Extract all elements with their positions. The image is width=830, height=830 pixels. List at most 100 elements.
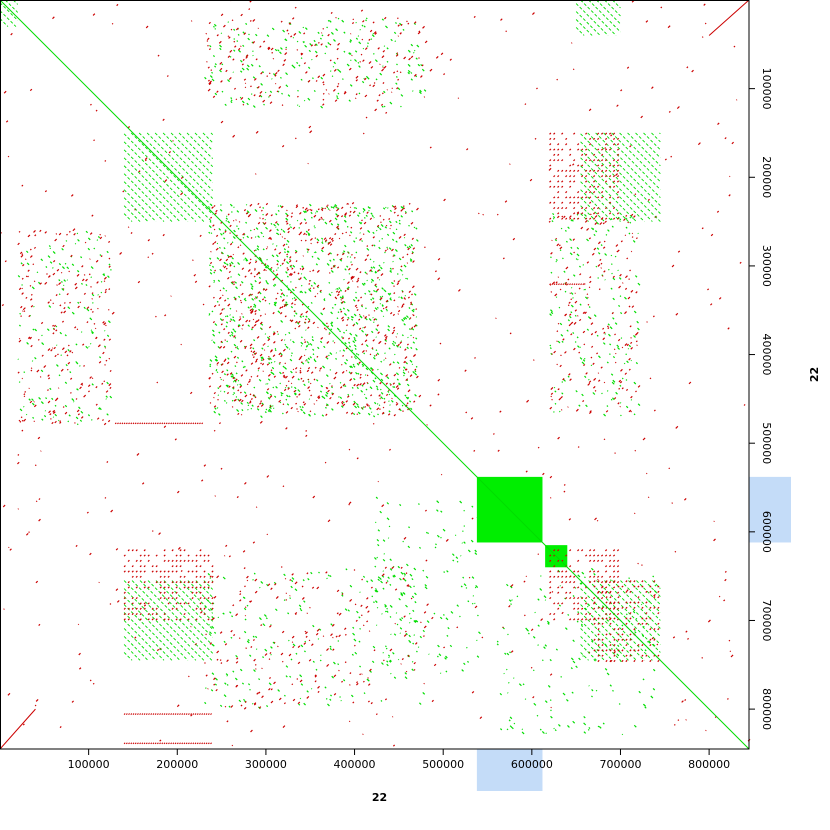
reverse-dot <box>362 382 366 386</box>
reverse-dot <box>298 278 301 281</box>
reverse-dot <box>633 215 636 218</box>
forward-dot <box>403 323 406 326</box>
reverse-dot <box>280 354 283 358</box>
forward-dot <box>393 31 397 35</box>
forward-dot <box>550 311 554 315</box>
reverse-dot <box>303 402 307 406</box>
forward-match-line <box>162 132 214 183</box>
reverse-dot <box>367 683 371 686</box>
x-tick-label: 700000 <box>599 758 641 771</box>
reverse-dot <box>96 417 100 420</box>
reverse-dot <box>210 250 212 253</box>
reverse-match-mark <box>629 612 632 615</box>
reverse-dot <box>223 265 227 269</box>
reverse-dot <box>596 352 599 355</box>
forward-dot <box>207 587 210 590</box>
reverse-match-mark <box>585 180 588 183</box>
reverse-dot <box>304 207 308 211</box>
reverse-dot <box>108 240 111 243</box>
reverse-dot <box>250 272 253 275</box>
forward-dot <box>386 660 389 663</box>
forward-dot <box>470 539 474 543</box>
reverse-match-mark <box>585 169 588 172</box>
reverse-dot <box>220 467 223 470</box>
reverse-dot <box>77 623 80 626</box>
forward-dot <box>353 323 356 326</box>
reverse-match-mark <box>155 554 158 557</box>
reverse-dot <box>349 598 353 602</box>
forward-dot <box>604 643 608 647</box>
forward-dot <box>372 645 376 649</box>
forward-dot <box>360 222 363 224</box>
reverse-dot <box>75 544 78 547</box>
forward-dot <box>366 247 370 251</box>
reverse-dot <box>240 13 243 17</box>
reverse-stripe-mark <box>179 713 181 715</box>
forward-dot <box>618 304 621 307</box>
reverse-match-mark <box>608 212 612 215</box>
reverse-match-mark <box>183 549 186 552</box>
reverse-dot <box>213 391 216 395</box>
forward-dot <box>403 366 406 369</box>
forward-dot <box>397 565 401 569</box>
reverse-match-mark <box>604 586 608 589</box>
reverse-dot <box>622 282 624 284</box>
forward-dot <box>225 402 228 404</box>
forward-dot <box>358 212 361 215</box>
reverse-dot <box>249 203 253 207</box>
reverse-dot <box>92 682 95 685</box>
reverse-dot <box>560 354 562 357</box>
reverse-dot <box>380 103 384 106</box>
forward-dot <box>214 323 218 326</box>
reverse-match-mark <box>127 581 130 584</box>
reverse-dot <box>384 334 387 337</box>
forward-dot <box>253 395 256 397</box>
reverse-match-mark <box>573 570 576 573</box>
forward-dot <box>331 408 334 411</box>
forward-dot <box>262 248 265 251</box>
reverse-dot <box>440 473 443 476</box>
reverse-dot <box>685 630 688 633</box>
reverse-dot <box>338 612 342 616</box>
reverse-dot <box>560 409 563 411</box>
reverse-dot <box>22 307 26 311</box>
reverse-dot <box>420 75 423 78</box>
reverse-dot <box>202 303 205 306</box>
forward-dot <box>265 383 267 385</box>
forward-dot <box>270 361 273 364</box>
reverse-match-mark <box>549 164 552 167</box>
reverse-dot <box>406 253 409 256</box>
reverse-dot <box>268 94 272 97</box>
reverse-match-mark <box>123 612 126 616</box>
reverse-dot <box>242 103 245 106</box>
forward-dot <box>276 228 279 232</box>
forward-dot <box>336 327 340 331</box>
forward-dot <box>399 279 401 281</box>
forward-dot <box>397 373 399 376</box>
reverse-match-mark <box>616 196 620 199</box>
forward-dot <box>212 55 215 58</box>
reverse-dot <box>317 326 319 329</box>
forward-dot <box>327 42 331 45</box>
forward-dot <box>634 631 637 634</box>
forward-dot <box>291 298 294 300</box>
reverse-dot <box>326 322 328 325</box>
forward-dot <box>290 370 293 374</box>
reverse-dot <box>90 103 92 106</box>
reverse-dot <box>407 296 410 299</box>
reverse-dot <box>50 418 52 420</box>
forward-dot <box>307 381 310 383</box>
reverse-dot <box>348 214 352 217</box>
forward-dot <box>264 218 266 221</box>
reverse-dot <box>312 287 315 290</box>
forward-dot <box>377 576 380 579</box>
forward-dot <box>323 298 326 302</box>
reverse-dot <box>620 368 623 372</box>
forward-dot <box>637 327 640 331</box>
forward-dot <box>328 331 331 335</box>
reverse-dot <box>385 382 388 385</box>
reverse-dot <box>287 227 291 231</box>
reverse-dot <box>345 411 349 414</box>
reverse-dot <box>316 586 320 590</box>
reverse-dot <box>314 680 317 683</box>
